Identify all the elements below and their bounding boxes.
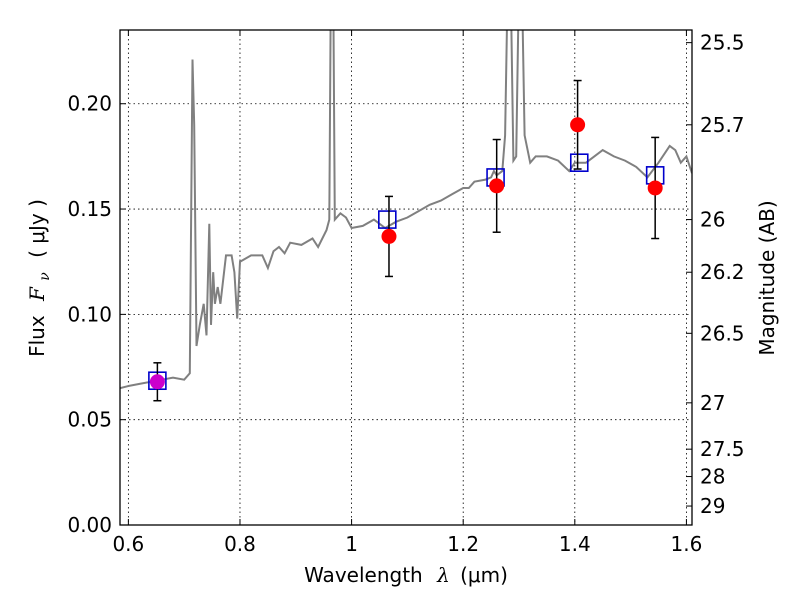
x-axis-symbol: λ bbox=[436, 563, 450, 587]
x-ticks: 0.6 0.8 1 1.2 1.4 1.6 bbox=[112, 30, 702, 556]
y2-tick-label: 29 bbox=[700, 494, 725, 518]
gridlines bbox=[120, 30, 692, 525]
observed-point bbox=[381, 228, 397, 244]
observed-point bbox=[149, 374, 165, 390]
observed-point bbox=[647, 180, 663, 196]
y2-tick-label: 26.2 bbox=[700, 260, 745, 284]
y-tick-label: 0.00 bbox=[67, 513, 112, 537]
y-ticks: 0.00 0.05 0.10 0.15 0.20 bbox=[67, 92, 126, 537]
model-square bbox=[569, 153, 589, 173]
y-axis-subscript: ν bbox=[37, 272, 53, 281]
y-axis-word: Flux bbox=[25, 315, 49, 357]
y-tick-label: 0.20 bbox=[67, 92, 112, 116]
y-tick-label: 0.10 bbox=[67, 302, 112, 326]
model-square bbox=[378, 210, 397, 229]
y2-ticks: 25.5 25.7 26 26.2 26.5 27 27.5 28 29 bbox=[686, 31, 745, 518]
x-tick-label: 1 bbox=[345, 532, 358, 556]
plot-area bbox=[120, 30, 692, 402]
y2-tick-label: 26.5 bbox=[700, 321, 745, 345]
model-squares bbox=[148, 153, 665, 391]
x-tick-label: 1.2 bbox=[447, 532, 479, 556]
observed-point bbox=[489, 178, 505, 194]
y2-tick-label: 27.5 bbox=[700, 437, 745, 461]
x-axis-label: Wavelength λ (μm) bbox=[304, 563, 508, 587]
spectrum-line bbox=[120, 30, 692, 390]
y-axis-symbol: F bbox=[25, 286, 49, 302]
y-tick-label: 0.15 bbox=[67, 197, 112, 221]
y-tick-label: 0.05 bbox=[67, 408, 112, 432]
y2-axis-label: Magnitude (AB) bbox=[755, 200, 779, 355]
plot-frame bbox=[119, 29, 693, 526]
x-axis-word: Wavelength bbox=[304, 563, 423, 587]
y2-tick-label: 28 bbox=[700, 465, 725, 489]
observed-point bbox=[570, 117, 586, 133]
x-axis-unit: (μm) bbox=[460, 563, 508, 587]
x-tick-label: 0.8 bbox=[224, 532, 256, 556]
x-tick-label: 1.4 bbox=[559, 532, 591, 556]
observed-points bbox=[149, 79, 663, 402]
x-tick-label: 1.6 bbox=[671, 532, 703, 556]
y2-tick-label: 27 bbox=[700, 391, 725, 415]
x-tick-label: 0.6 bbox=[112, 532, 144, 556]
y-axis-unit: ( μJy ) bbox=[25, 199, 49, 258]
y2-tick-label: 25.5 bbox=[700, 31, 745, 55]
y2-tick-label: 26 bbox=[700, 208, 725, 232]
y2-tick-label: 25.7 bbox=[700, 113, 745, 137]
y-axis-label: Flux F ν ( μJy ) bbox=[25, 199, 54, 357]
